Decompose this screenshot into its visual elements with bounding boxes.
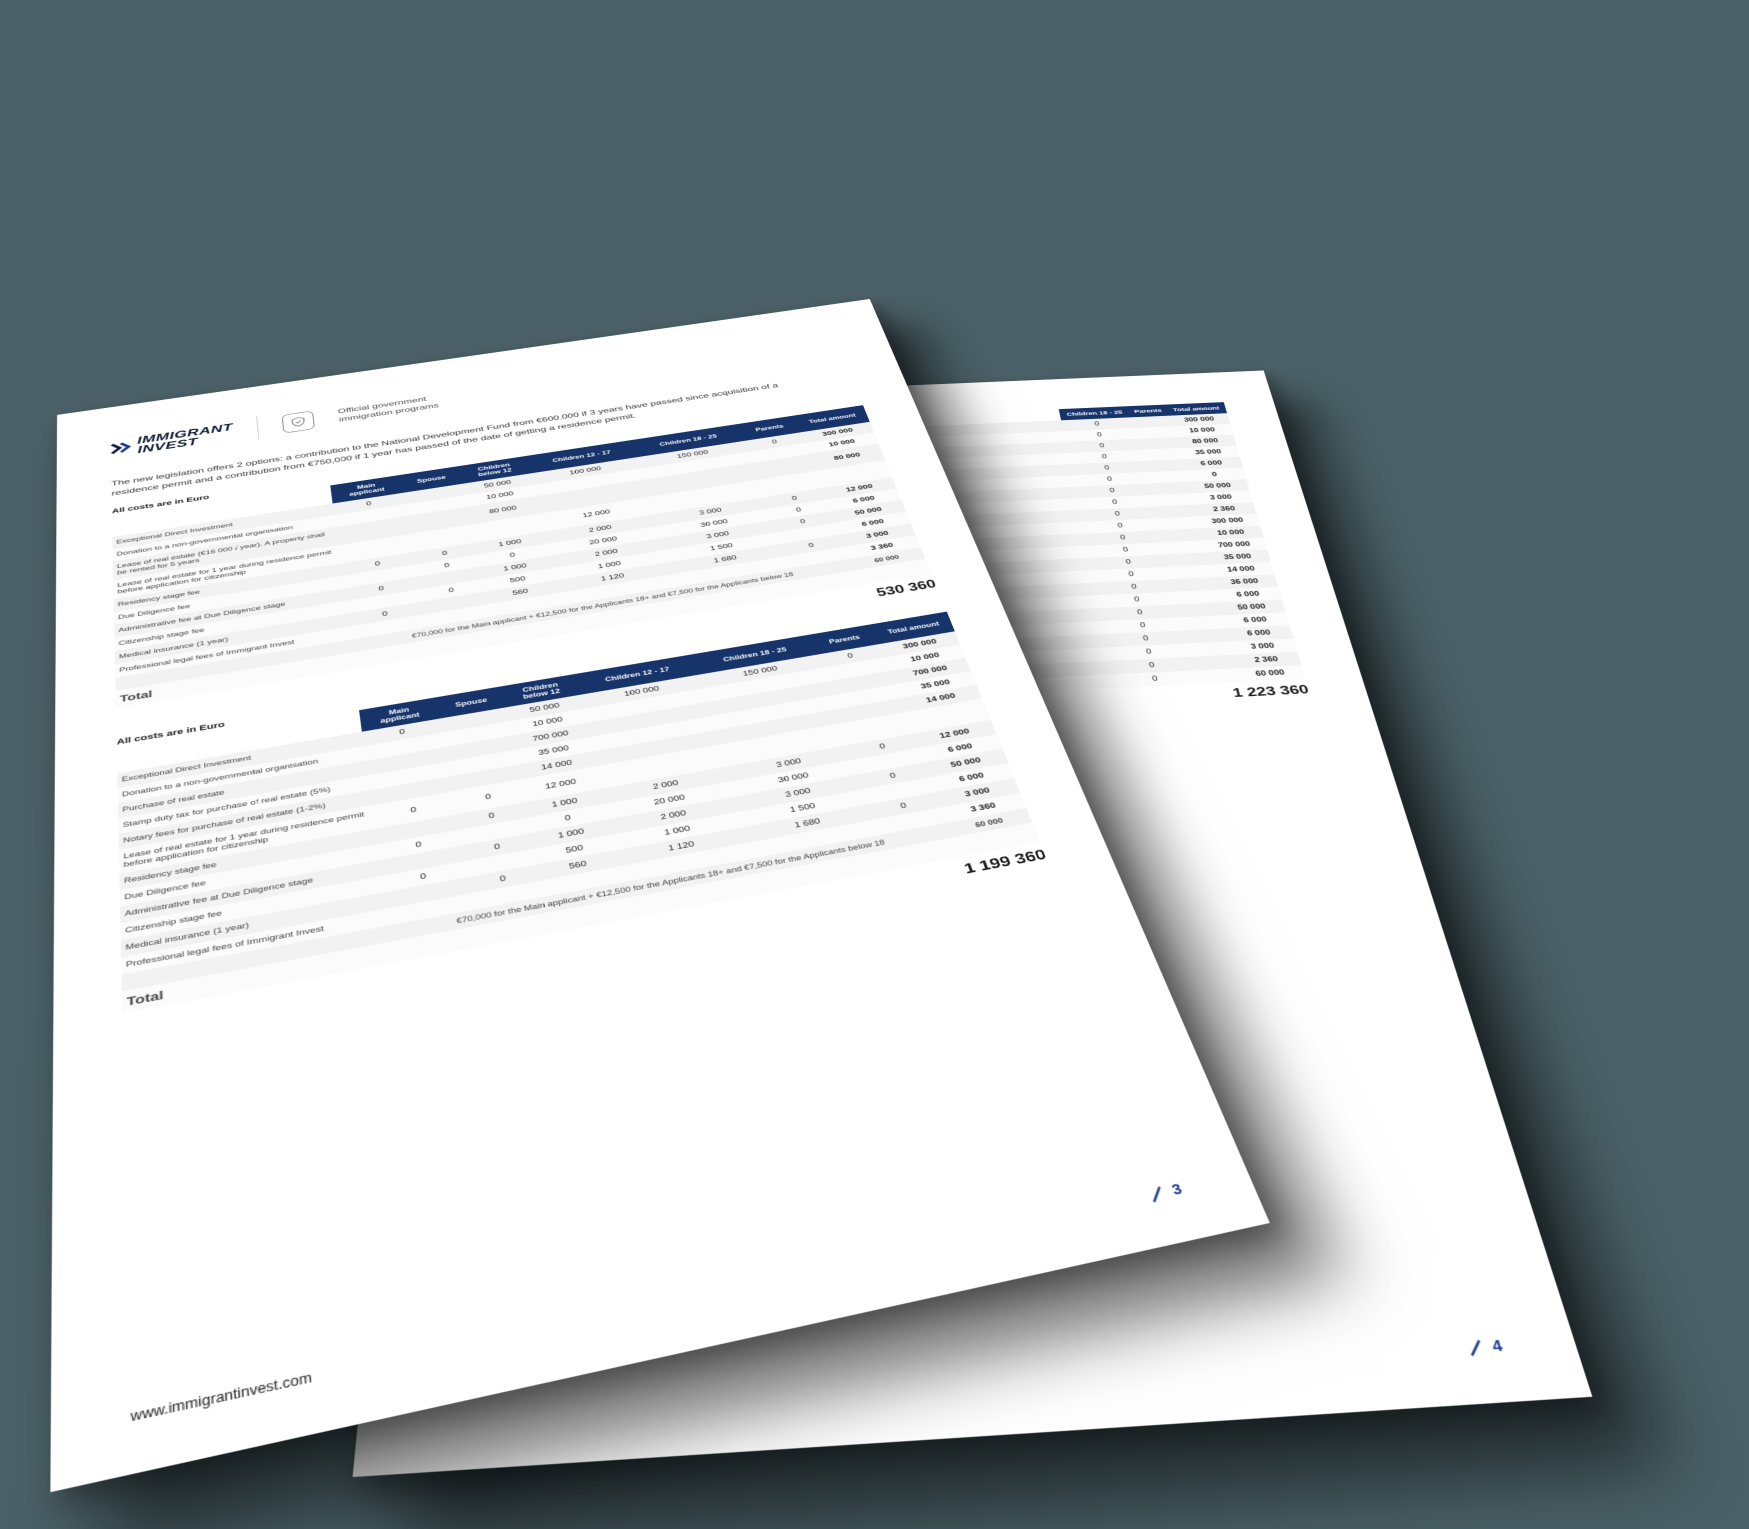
brand-logo: IMMIGRANT INVEST — [110, 422, 234, 458]
logo-chevron-icon — [111, 443, 129, 453]
header-subtitle: Official government immigration programs — [337, 394, 439, 424]
footer-url: www.immigrantinvest.com — [130, 1370, 312, 1425]
page-number-back: 4 — [1463, 1337, 1504, 1357]
page-number: 3 — [1144, 1180, 1184, 1203]
shield-check-icon — [282, 411, 315, 434]
header-separator — [257, 417, 260, 440]
